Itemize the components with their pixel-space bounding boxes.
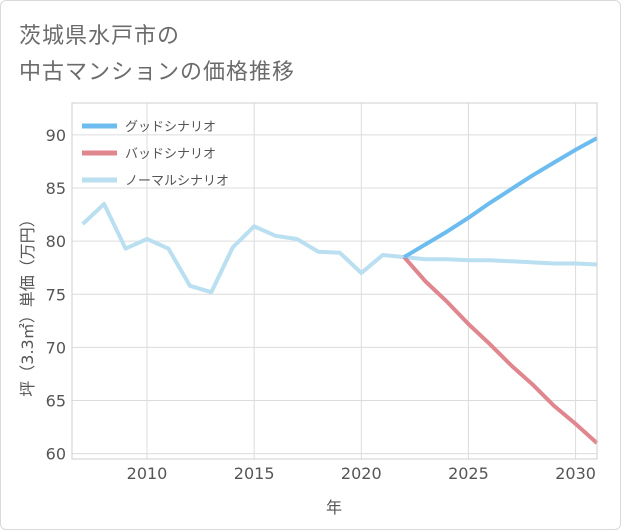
- y-tick-label: 75: [46, 285, 66, 304]
- x-tick-label: 2020: [341, 464, 382, 483]
- series-line-2: [81, 202, 598, 295]
- y-tick-label: 70: [46, 338, 66, 357]
- series-line-1: [402, 255, 599, 445]
- grid-lines: [72, 103, 597, 459]
- chart-title-line-2: 中古マンションの価格推移: [19, 60, 296, 85]
- legend-label-0: グッドシナリオ: [125, 120, 216, 135]
- plot-area-border: [71, 102, 598, 460]
- x-tick-label: 2025: [448, 464, 489, 483]
- x-axis-title: 年: [326, 498, 342, 517]
- series-layer: [81, 136, 599, 445]
- chart-title: 茨城県水戸市の 中古マンションの価格推移: [19, 19, 295, 91]
- y-tick-label: 80: [46, 232, 66, 251]
- y-axis-title: 坪（3.3㎡）単価（万円）: [18, 211, 37, 396]
- x-tick-label: 2030: [555, 464, 596, 483]
- y-tick-label: 85: [46, 179, 66, 198]
- x-tick-label: 2015: [234, 464, 275, 483]
- x-tick-label: 2010: [127, 464, 168, 483]
- axes: 2010 2015 2020 2025 2030 60 65 70 75 80 85 90: [46, 102, 598, 483]
- series-line-0: [403, 136, 598, 259]
- legend-label-1: バッドシナリオ: [125, 147, 216, 162]
- y-tick-label: 90: [46, 126, 66, 145]
- y-tick-label: 60: [46, 445, 66, 464]
- y-tick-label: 65: [46, 392, 66, 411]
- chart-title-line-1: 茨城県水戸市の: [19, 24, 181, 49]
- legend-label-2: ノーマルシナリオ: [125, 174, 229, 189]
